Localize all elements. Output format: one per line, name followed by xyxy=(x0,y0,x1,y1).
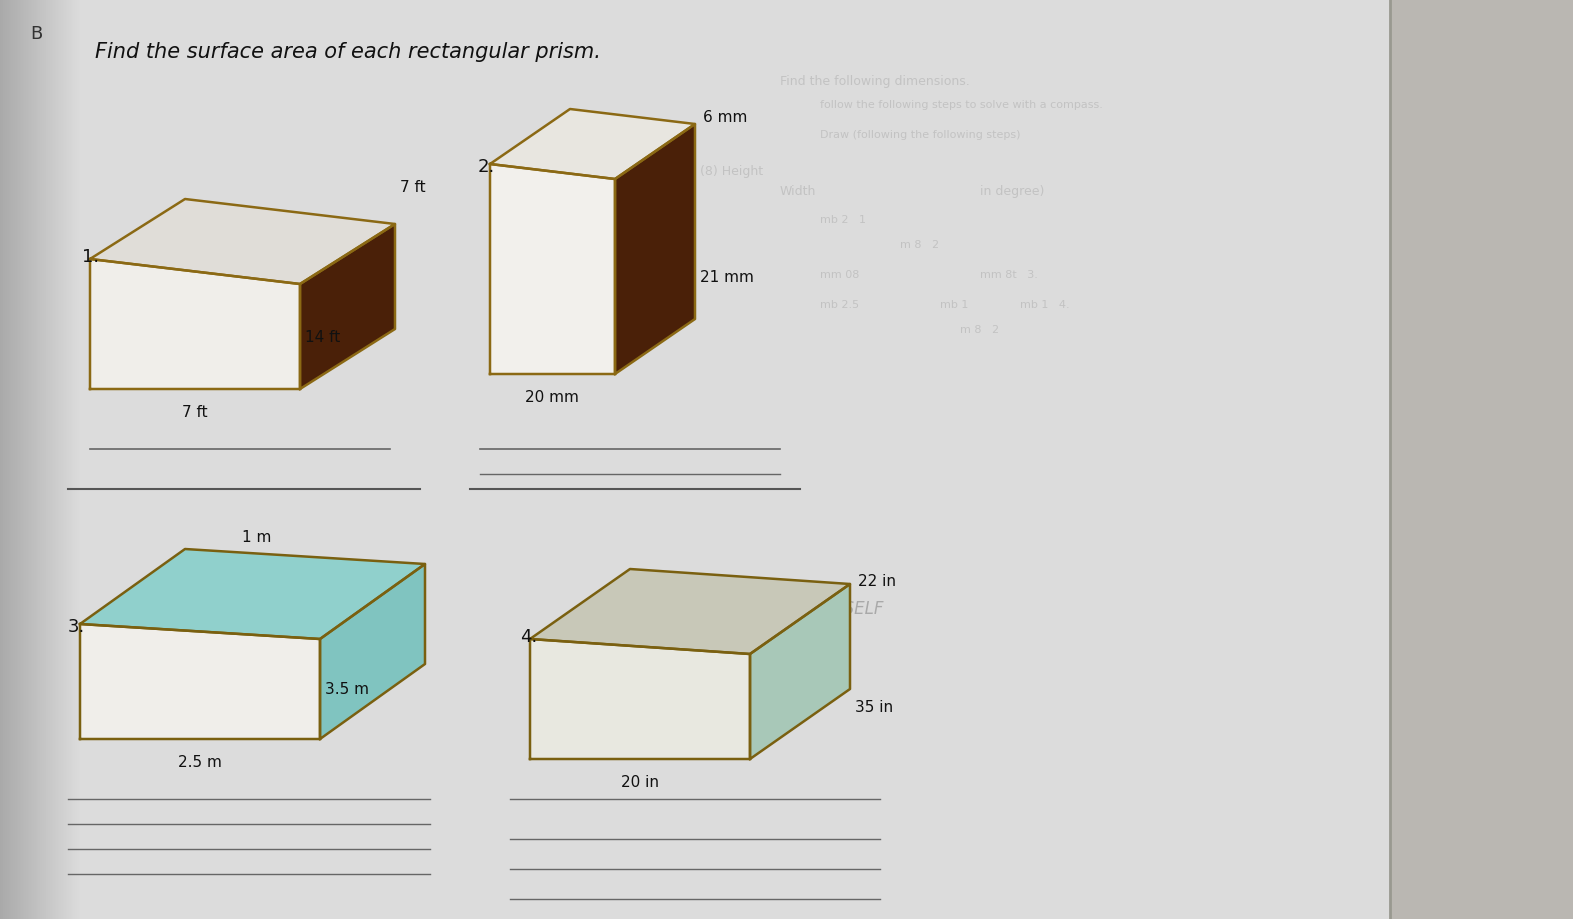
Polygon shape xyxy=(530,570,849,654)
Polygon shape xyxy=(491,165,615,375)
Polygon shape xyxy=(80,624,319,739)
Text: 14 ft: 14 ft xyxy=(305,329,340,344)
Bar xyxy=(1391,0,1573,919)
Text: 2.5 m: 2.5 m xyxy=(178,754,222,769)
Text: 3.5 m: 3.5 m xyxy=(326,682,370,697)
Text: 3.: 3. xyxy=(68,618,85,635)
Polygon shape xyxy=(319,564,425,739)
Text: 7 ft: 7 ft xyxy=(400,180,426,195)
Text: 2.: 2. xyxy=(478,158,495,176)
Text: 20 in: 20 in xyxy=(621,774,659,789)
Polygon shape xyxy=(300,225,395,390)
Text: 6 mm: 6 mm xyxy=(703,109,747,124)
Text: 35 in: 35 in xyxy=(856,698,893,714)
Text: Draw (following the following steps): Draw (following the following steps) xyxy=(820,130,1021,140)
Text: (8) Height: (8) Height xyxy=(700,165,763,177)
Text: Find the surface area of each rectangular prism.: Find the surface area of each rectangula… xyxy=(94,42,601,62)
Polygon shape xyxy=(80,550,425,640)
Text: 4.: 4. xyxy=(521,628,538,645)
Text: mb 2.5: mb 2.5 xyxy=(820,300,859,310)
Text: mb 1   4.: mb 1 4. xyxy=(1019,300,1070,310)
Text: 22 in: 22 in xyxy=(857,573,897,589)
Text: mb 2   1: mb 2 1 xyxy=(820,215,867,225)
Text: mm 8t   3.: mm 8t 3. xyxy=(980,269,1038,279)
Text: Width: Width xyxy=(780,185,816,198)
Text: Find the following dimensions.: Find the following dimensions. xyxy=(780,75,969,88)
Text: 1.: 1. xyxy=(82,248,99,266)
Text: 1 m: 1 m xyxy=(242,529,272,544)
Polygon shape xyxy=(615,125,695,375)
Text: follow the following steps to solve with a compass.: follow the following steps to solve with… xyxy=(820,100,1103,110)
Text: mb 1: mb 1 xyxy=(941,300,969,310)
Text: ASK YOURSELF: ASK YOURSELF xyxy=(760,599,884,618)
Polygon shape xyxy=(90,260,300,390)
Text: 7 ft: 7 ft xyxy=(182,404,208,420)
Text: mm 08: mm 08 xyxy=(820,269,859,279)
Text: m 8   2: m 8 2 xyxy=(960,324,999,335)
Text: 21 mm: 21 mm xyxy=(700,269,753,284)
Text: in degree): in degree) xyxy=(980,185,1044,198)
Polygon shape xyxy=(90,199,395,285)
Polygon shape xyxy=(750,584,849,759)
Polygon shape xyxy=(530,640,750,759)
Polygon shape xyxy=(491,110,695,180)
Text: m 8   2: m 8 2 xyxy=(900,240,939,250)
Text: 20 mm: 20 mm xyxy=(525,390,579,404)
Text: B: B xyxy=(30,25,42,43)
